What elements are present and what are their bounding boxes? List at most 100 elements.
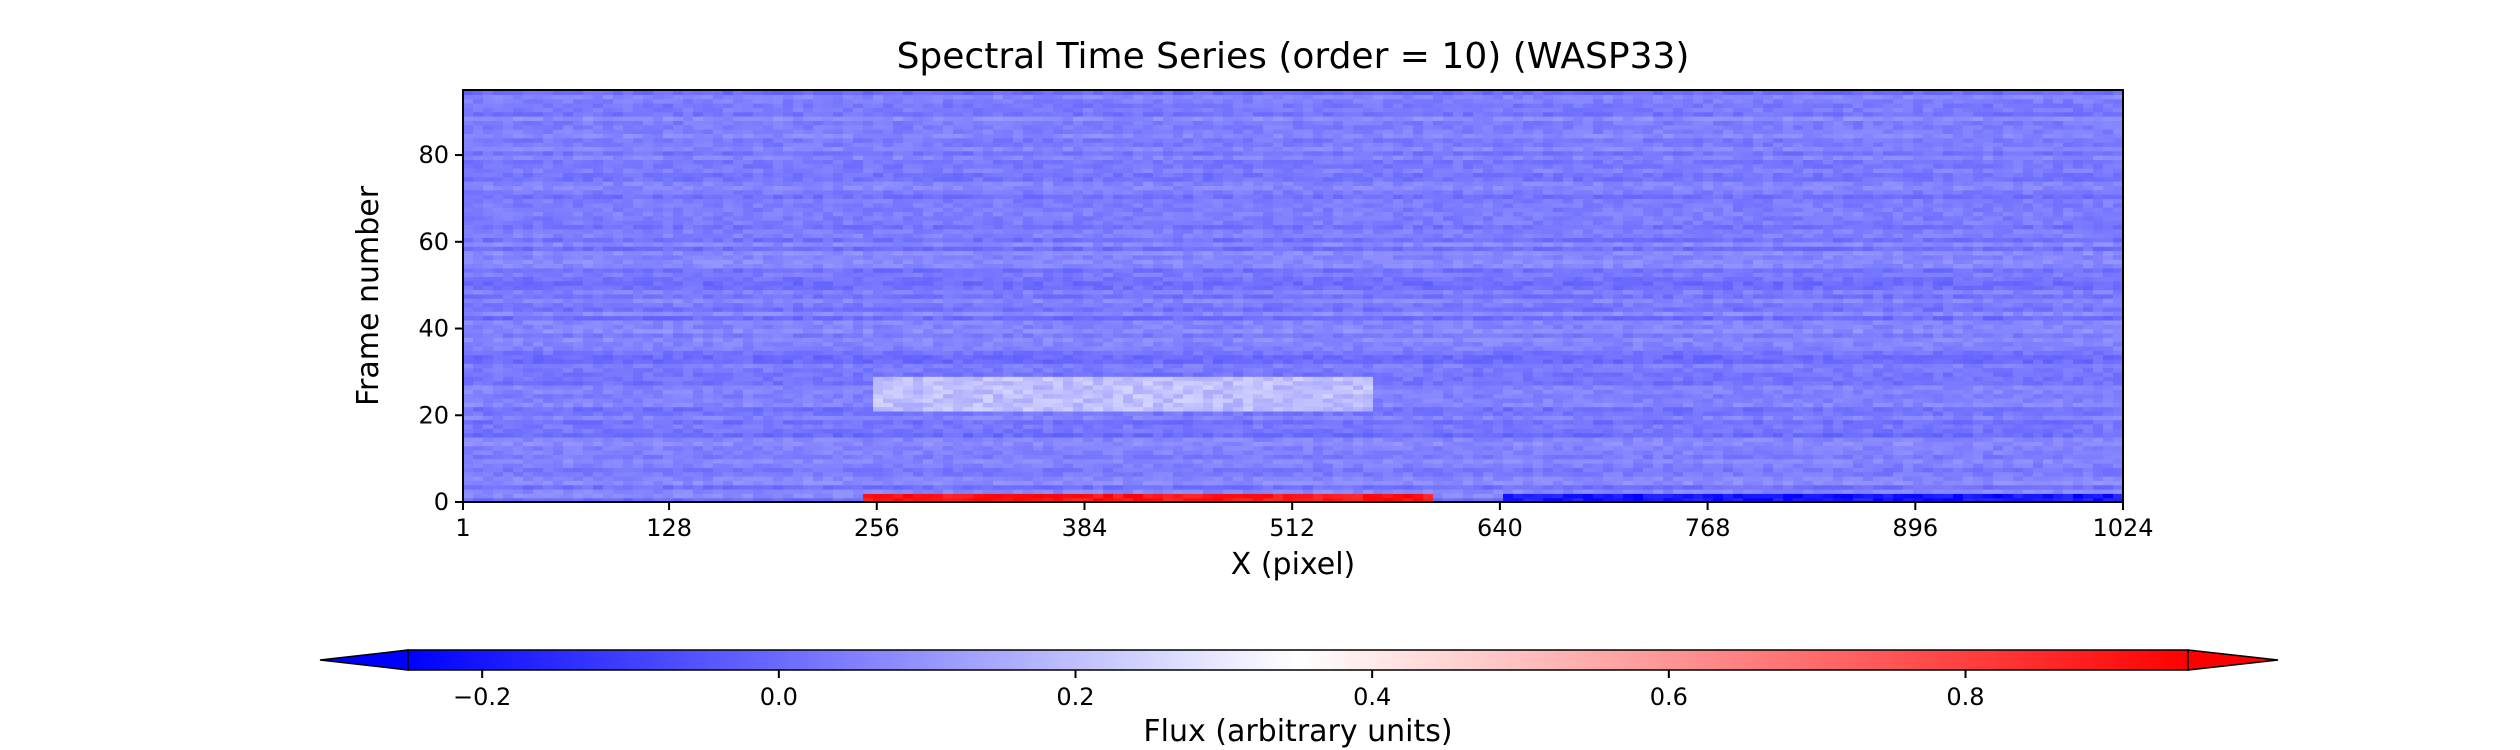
heatmap-cell bbox=[2023, 488, 2034, 494]
heatmap-cell bbox=[1443, 415, 1454, 421]
heatmap-cell bbox=[1843, 389, 1854, 395]
heatmap-cell bbox=[843, 428, 854, 434]
heatmap-cell bbox=[1233, 406, 1244, 412]
heatmap-cell bbox=[1603, 488, 1614, 494]
heatmap-cell bbox=[1643, 488, 1654, 494]
heatmap-cell bbox=[583, 432, 594, 438]
heatmap-cell bbox=[1993, 467, 2004, 473]
heatmap-cell bbox=[1493, 497, 1504, 503]
heatmap-cell bbox=[1143, 428, 1154, 434]
heatmap-cell bbox=[1983, 406, 1994, 412]
heatmap-cell bbox=[1343, 436, 1354, 442]
heatmap-cell bbox=[693, 484, 704, 490]
heatmap-cell bbox=[643, 480, 654, 486]
heatmap-cell bbox=[1323, 432, 1334, 438]
heatmap-cell bbox=[1903, 484, 1914, 490]
heatmap-cell bbox=[563, 484, 574, 490]
heatmap-cell bbox=[1113, 389, 1124, 395]
heatmap-cell bbox=[1763, 428, 1774, 434]
heatmap-cell bbox=[1723, 488, 1734, 494]
heatmap-cell bbox=[1363, 423, 1374, 429]
heatmap-cell bbox=[553, 493, 564, 499]
heatmap-cell bbox=[973, 423, 984, 429]
heatmap-cell bbox=[1143, 497, 1154, 503]
heatmap-cell bbox=[1523, 484, 1534, 490]
heatmap-cell bbox=[1873, 410, 1884, 416]
heatmap-cell bbox=[643, 475, 654, 481]
heatmap-cell bbox=[1373, 419, 1384, 425]
heatmap-cell bbox=[803, 389, 814, 395]
heatmap-cell bbox=[933, 471, 944, 477]
heatmap-cell bbox=[1773, 402, 1784, 408]
heatmap-cell bbox=[1163, 406, 1174, 412]
heatmap-cell bbox=[1303, 371, 1314, 377]
heatmap-cell bbox=[903, 389, 914, 395]
heatmap-cell bbox=[543, 406, 554, 412]
heatmap-cell bbox=[1563, 406, 1574, 412]
heatmap-cell bbox=[2113, 493, 2124, 499]
heatmap-cell bbox=[843, 419, 854, 425]
heatmap-cell bbox=[1093, 423, 1104, 429]
heatmap-cell bbox=[2113, 389, 2124, 395]
heatmap-cell bbox=[1823, 376, 1834, 382]
heatmap-cell bbox=[1543, 497, 1554, 503]
heatmap-cell bbox=[1163, 428, 1174, 434]
heatmap-cell bbox=[1003, 467, 1014, 473]
heatmap-cell bbox=[1223, 397, 1234, 403]
heatmap-cell bbox=[1303, 493, 1314, 499]
heatmap-cell bbox=[1613, 402, 1624, 408]
heatmap-cell bbox=[1323, 467, 1334, 473]
heatmap-cell bbox=[1393, 384, 1404, 390]
heatmap-cell bbox=[1933, 371, 1944, 377]
heatmap-cell bbox=[793, 462, 804, 468]
heatmap-cell bbox=[1533, 493, 1544, 499]
heatmap-cell bbox=[1203, 423, 1214, 429]
heatmap-cell bbox=[1083, 471, 1094, 477]
heatmap-cell bbox=[1163, 436, 1174, 442]
heatmap-cell bbox=[813, 467, 824, 473]
heatmap-cell bbox=[1523, 428, 1534, 434]
heatmap-cell bbox=[1923, 436, 1934, 442]
heatmap-cell bbox=[1963, 484, 1974, 490]
heatmap-cell bbox=[1073, 475, 1084, 481]
heatmap-cell bbox=[463, 454, 474, 460]
heatmap-cell bbox=[1943, 441, 1954, 447]
heatmap-cell bbox=[793, 454, 804, 460]
heatmap-cell bbox=[1253, 371, 1264, 377]
heatmap-cell bbox=[1883, 376, 1894, 382]
heatmap-cell bbox=[1103, 480, 1114, 486]
heatmap-cell bbox=[783, 497, 794, 503]
heatmap-cell bbox=[1363, 454, 1374, 460]
heatmap-cell bbox=[843, 406, 854, 412]
heatmap-cell bbox=[1473, 471, 1484, 477]
heatmap-cell bbox=[1193, 436, 1204, 442]
heatmap-cell bbox=[1293, 436, 1304, 442]
heatmap-cell bbox=[593, 415, 604, 421]
heatmap-cell bbox=[1093, 436, 1104, 442]
heatmap-cell bbox=[533, 462, 544, 468]
heatmap-cell bbox=[1413, 454, 1424, 460]
heatmap-cell bbox=[2003, 488, 2014, 494]
heatmap-cell bbox=[1253, 376, 1264, 382]
heatmap-cell bbox=[1313, 488, 1324, 494]
heatmap-cell bbox=[823, 393, 834, 399]
heatmap-cell bbox=[1373, 441, 1384, 447]
heatmap-cell bbox=[1773, 471, 1784, 477]
heatmap-cell bbox=[483, 397, 494, 403]
heatmap-cell bbox=[713, 436, 724, 442]
heatmap-cell bbox=[1973, 462, 1984, 468]
heatmap-cell bbox=[623, 428, 634, 434]
heatmap-cell bbox=[633, 441, 644, 447]
heatmap-cell bbox=[713, 484, 724, 490]
heatmap-cell bbox=[493, 402, 504, 408]
heatmap-cell bbox=[1053, 488, 1064, 494]
heatmap-cell bbox=[1683, 428, 1694, 434]
heatmap-cell bbox=[593, 488, 604, 494]
heatmap-cell bbox=[1173, 462, 1184, 468]
heatmap-cell bbox=[553, 467, 564, 473]
heatmap-cell bbox=[2053, 488, 2064, 494]
heatmap-cell bbox=[1993, 449, 2004, 455]
heatmap-cell bbox=[1863, 493, 1874, 499]
heatmap-cell bbox=[473, 454, 484, 460]
heatmap-cell bbox=[813, 454, 824, 460]
